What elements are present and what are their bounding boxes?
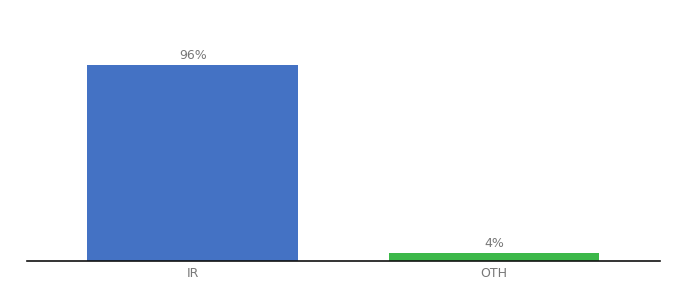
Text: 4%: 4% <box>484 237 504 250</box>
Bar <box>388 253 599 261</box>
Text: 96%: 96% <box>179 49 207 62</box>
Bar <box>88 64 299 261</box>
